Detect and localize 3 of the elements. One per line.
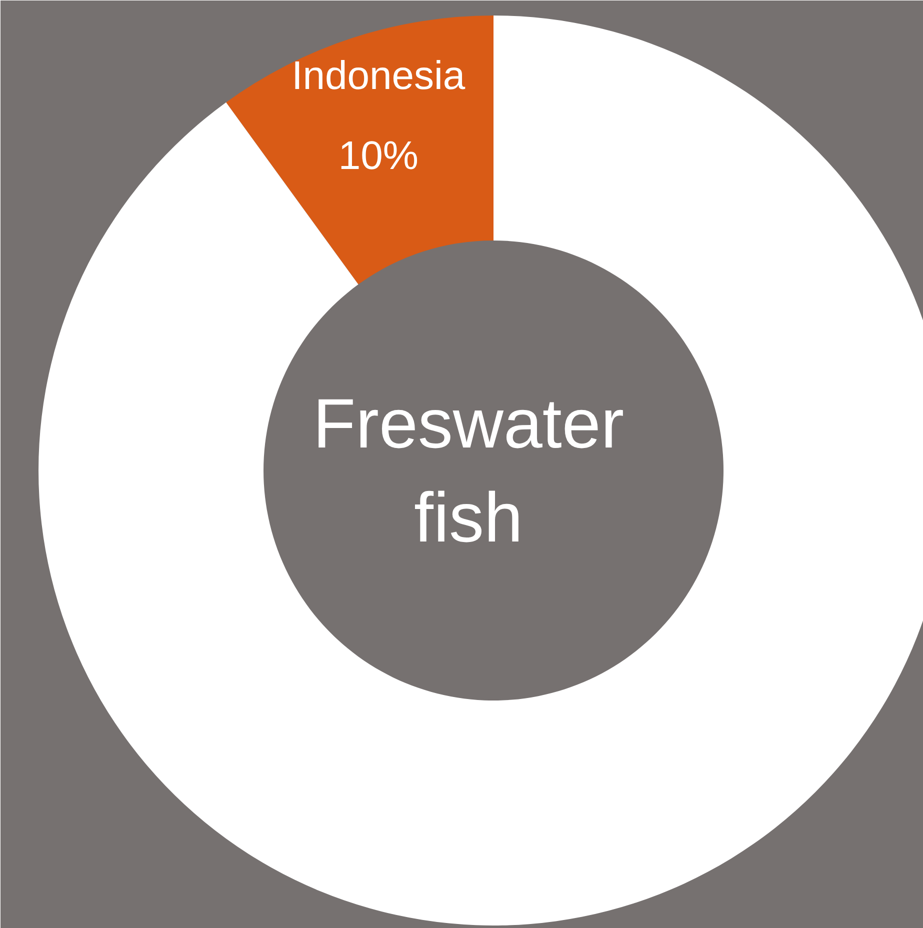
data-label: 10% (338, 134, 418, 178)
text: Freswater fish (312, 384, 624, 556)
slice-label: Indonesia (292, 54, 466, 98)
